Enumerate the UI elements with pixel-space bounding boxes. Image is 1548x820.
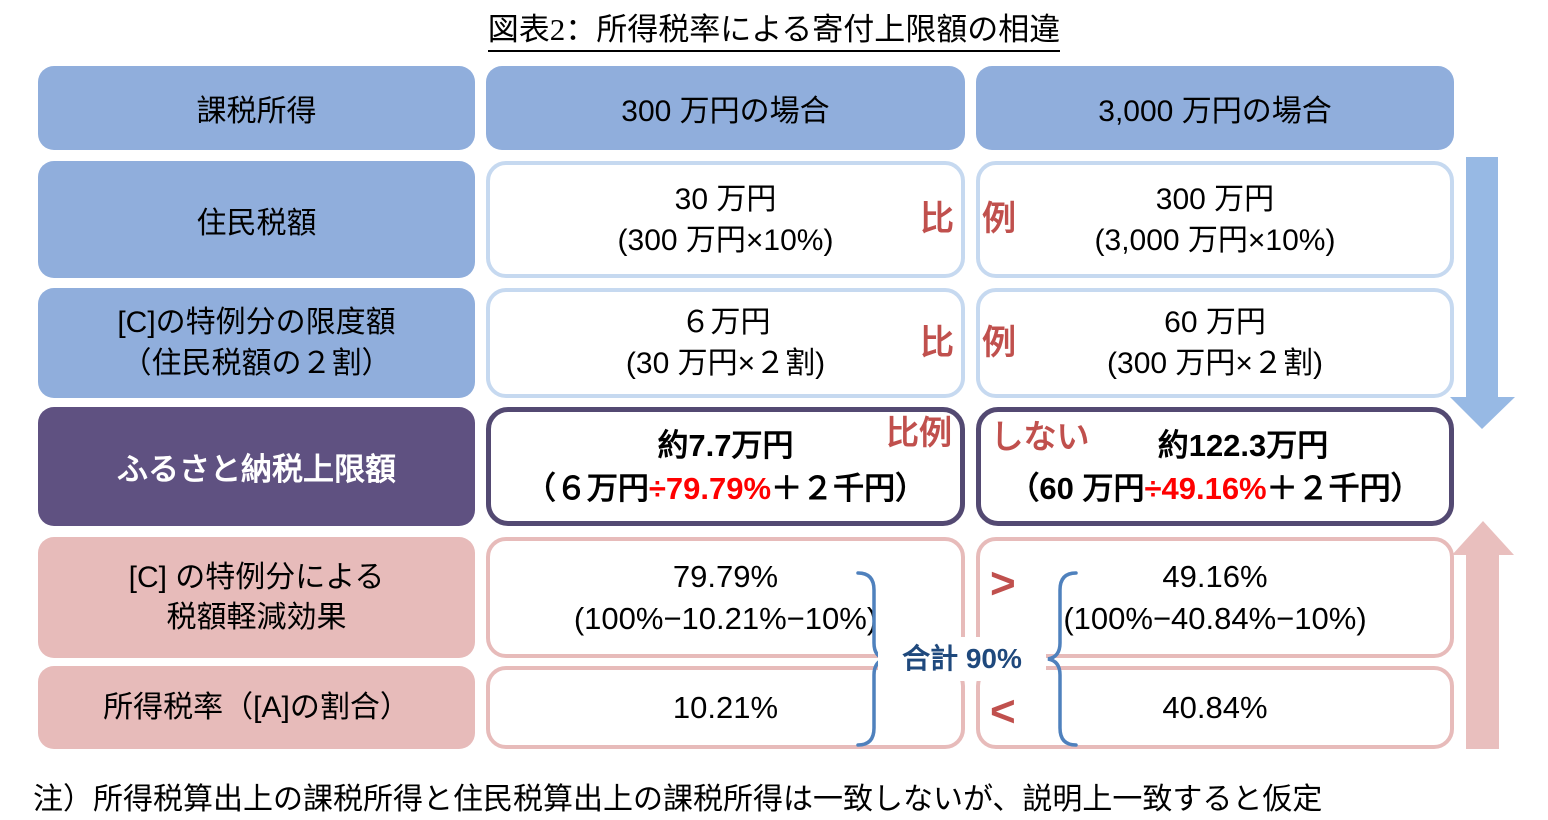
footnote: 注）所得税算出上の課税所得と住民税算出上の課税所得は一致しないが、説明上一致する… [33, 783, 1323, 816]
reduction-effect-case1-value: 79.79% [672, 558, 779, 594]
furusato-case1-formula-red: ÷79.79% [648, 470, 772, 506]
proportional-annotation-right-row2: 例 [982, 200, 1016, 238]
proportional-annotation-right-row3: 例 [982, 324, 1016, 362]
furusato-limit-case1-cell: 約7.7万円 （６万円 ÷79.79% ＋２千円） [486, 407, 965, 526]
figure-title-row: 図表2：所得税率による寄付上限額の相違 [0, 4, 1548, 52]
reduction-effect-label-line1: [C] の特例分による [128, 560, 385, 594]
total-90-label: 合計 90% [878, 637, 1046, 681]
comparison-less-than: < [990, 687, 1016, 736]
proportional-annotation-left-row2: 比 [920, 200, 954, 238]
not-proportional-annotation-left: 比例 [886, 414, 952, 451]
furusato-limit-label-cell: ふるさと納税上限額 [38, 407, 475, 526]
special-limit-case2-cell: 60 万円 (300 万円×２割) [976, 288, 1454, 398]
header-case1-label: 300 万円の場合 [621, 95, 830, 128]
comparison-greater-than: > [990, 559, 1016, 608]
income-tax-rate-label: 所得税率（[A]の割合） [103, 690, 410, 724]
resident-tax-case1-value: 30 万円 [674, 182, 777, 216]
down-arrow-icon [1450, 157, 1515, 429]
proportional-annotation-left-row3: 比 [920, 324, 954, 362]
figure-title: 図表2：所得税率による寄付上限額の相違 [487, 12, 1061, 52]
furusato-case1-formula-pre: （６万円 [524, 470, 649, 506]
left-opening-brace-icon [1047, 571, 1078, 747]
furusato-case1-formula-post: ＋２千円） [771, 470, 927, 506]
income-tax-rate-case1-value: 10.21% [672, 689, 779, 725]
income-tax-rate-label-cell: 所得税率（[A]の割合） [38, 666, 475, 749]
resident-tax-case2-cell: 300 万円 (3,000 万円×10%) [976, 161, 1454, 278]
reduction-effect-case1-cell: 79.79% (100%−10.21%−10%) [486, 537, 965, 658]
header-case2-label: 3,000 万円の場合 [1098, 95, 1332, 128]
income-tax-rate-case2-cell: 40.84% [976, 666, 1454, 749]
furusato-limit-case1-formula: （６万円 ÷79.79% ＋２千円） [525, 467, 926, 510]
special-limit-case1-cell: ６万円 (30 万円×２割) [486, 288, 965, 398]
resident-tax-case2-value: 300 万円 [1155, 182, 1275, 216]
special-limit-label-line1: [C]の特例分の限度額 [117, 306, 396, 339]
resident-tax-label: 住民税額 [196, 206, 317, 240]
reduction-effect-case2-cell: 49.16% (100%−40.84%−10%) [976, 537, 1454, 658]
special-limit-case2-value: 60 万円 [1164, 306, 1266, 339]
up-arrow-icon [1452, 521, 1514, 749]
header-case2-cell: 3,000 万円の場合 [976, 66, 1454, 150]
special-limit-case1-formula: (30 万円×２割) [625, 347, 826, 380]
reduction-effect-label-cell: [C] の特例分による 税額軽減効果 [38, 537, 475, 658]
resident-tax-case2-formula: (3,000 万円×10%) [1094, 223, 1336, 257]
special-limit-label-line2: （住民税額の２割） [121, 347, 392, 380]
furusato-limit-case2-cell: 約122.3万円 （60 万円 ÷49.16% ＋２千円） [976, 407, 1454, 526]
header-income-label-cell: 課税所得 [38, 66, 475, 150]
reduction-effect-label-line2: 税額軽減効果 [166, 600, 347, 634]
reduction-effect-case2-formula: (100%−40.84%−10%) [1063, 600, 1367, 636]
reduction-effect-case2-value: 49.16% [1162, 558, 1268, 594]
furusato-limit-case1-value: 約7.7万円 [657, 427, 794, 463]
furusato-case2-formula-pre: （60 万円 [1008, 470, 1145, 506]
header-case1-cell: 300 万円の場合 [486, 66, 965, 150]
furusato-limit-case2-value: 約122.3万円 [1157, 427, 1329, 463]
special-limit-case1-value: ６万円 [680, 306, 771, 339]
furusato-case2-formula-post: ＋２千円） [1266, 470, 1422, 506]
furusato-limit-case2-formula: （60 万円 ÷49.16% ＋２千円） [1008, 467, 1421, 510]
resident-tax-label-cell: 住民税額 [38, 161, 475, 278]
special-limit-case2-formula: (300 万円×２割) [1107, 347, 1323, 380]
header-income-label: 課税所得 [196, 95, 317, 128]
reduction-effect-case1-formula: (100%−10.21%−10%) [573, 600, 878, 636]
not-proportional-annotation-right: しない [990, 418, 1090, 455]
furusato-case2-formula-red: ÷49.16% [1144, 470, 1267, 506]
special-limit-label-cell: [C]の特例分の限度額 （住民税額の２割） [38, 288, 475, 398]
furusato-limit-label: ふるさと納税上限額 [117, 452, 396, 487]
resident-tax-case1-formula: (300 万円×10%) [617, 223, 834, 257]
resident-tax-case1-cell: 30 万円 (300 万円×10%) [486, 161, 965, 278]
income-tax-rate-case2-value: 40.84% [1162, 689, 1268, 725]
